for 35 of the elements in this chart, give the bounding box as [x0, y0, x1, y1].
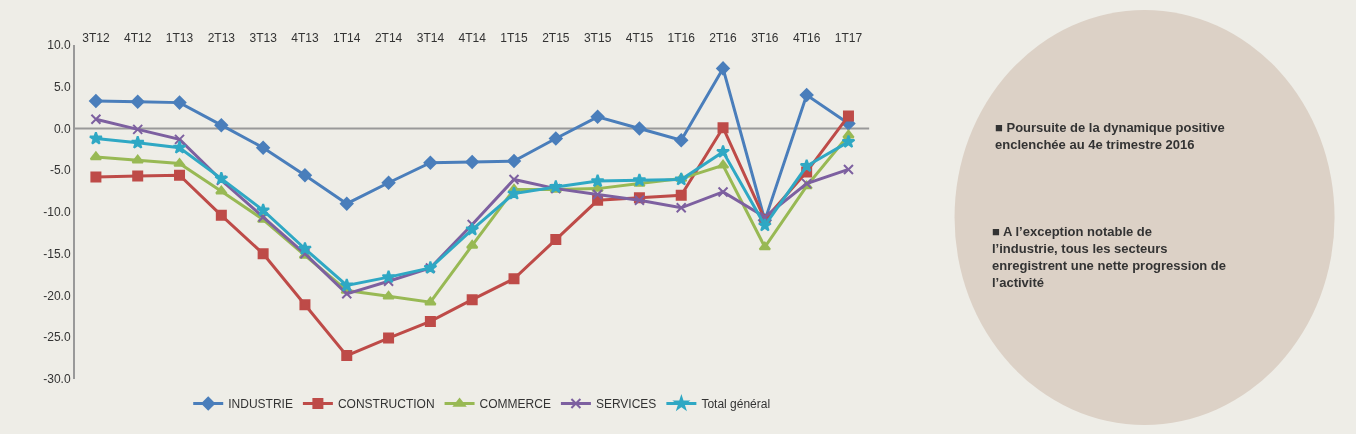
x-tick-label: 1T13 — [165, 30, 194, 45]
x-tick-label: 1T15 — [500, 30, 528, 45]
x-tick-label: 4T13 — [291, 30, 319, 45]
x-tick-label: 4T14 — [458, 30, 487, 45]
y-tick-label: -25.0 — [43, 330, 71, 345]
y-tick-label: -30.0 — [43, 372, 71, 387]
x-tick-label: 2T16 — [709, 30, 738, 45]
y-tick-label: 0.0 — [53, 121, 71, 136]
legend-label: Total général — [701, 397, 771, 412]
y-tick-label: -5.0 — [49, 163, 71, 178]
legend-label: CONSTRUCTION — [337, 397, 435, 412]
x-tick-label: 2T13 — [207, 30, 236, 45]
x-tick-label: 2T15 — [542, 30, 570, 45]
legend-label: SERVICES — [595, 397, 657, 412]
x-tick-label: 3T13 — [249, 30, 278, 45]
y-tick-label: -10.0 — [43, 205, 71, 220]
y-tick-label: -15.0 — [43, 246, 71, 261]
x-tick-label: 4T15 — [625, 30, 654, 45]
legend-label: INDUSTRIE — [228, 397, 293, 412]
x-tick-label: 3T15 — [583, 30, 612, 45]
x-tick-label: 4T16 — [792, 30, 821, 45]
legend-label: COMMERCE — [479, 397, 551, 412]
x-tick-label: 3T14 — [416, 30, 445, 45]
x-tick-label: 1T17 — [834, 30, 863, 45]
y-tick-label: -20.0 — [43, 288, 71, 303]
x-tick-label: 3T16 — [751, 30, 779, 45]
x-tick-label: 1T14 — [333, 30, 361, 45]
x-tick-label: 3T12 — [82, 30, 110, 45]
text: ■ Poursuite de la dynamique positive enclenchée au 4e trimestre 2016 — [995, 120, 1225, 152]
y-tick-label: 5.0 — [53, 79, 71, 94]
y-tick-label: 10.0 — [47, 38, 71, 53]
x-tick-label: 1T16 — [667, 30, 696, 45]
x-tick-label: 2T14 — [374, 30, 403, 45]
x-tick-label: 4T12 — [124, 30, 152, 45]
text: ■ A l’exception notable de l’industrie, tous les secteurs enregistrent une nette progression de l’activité — [992, 224, 1227, 290]
